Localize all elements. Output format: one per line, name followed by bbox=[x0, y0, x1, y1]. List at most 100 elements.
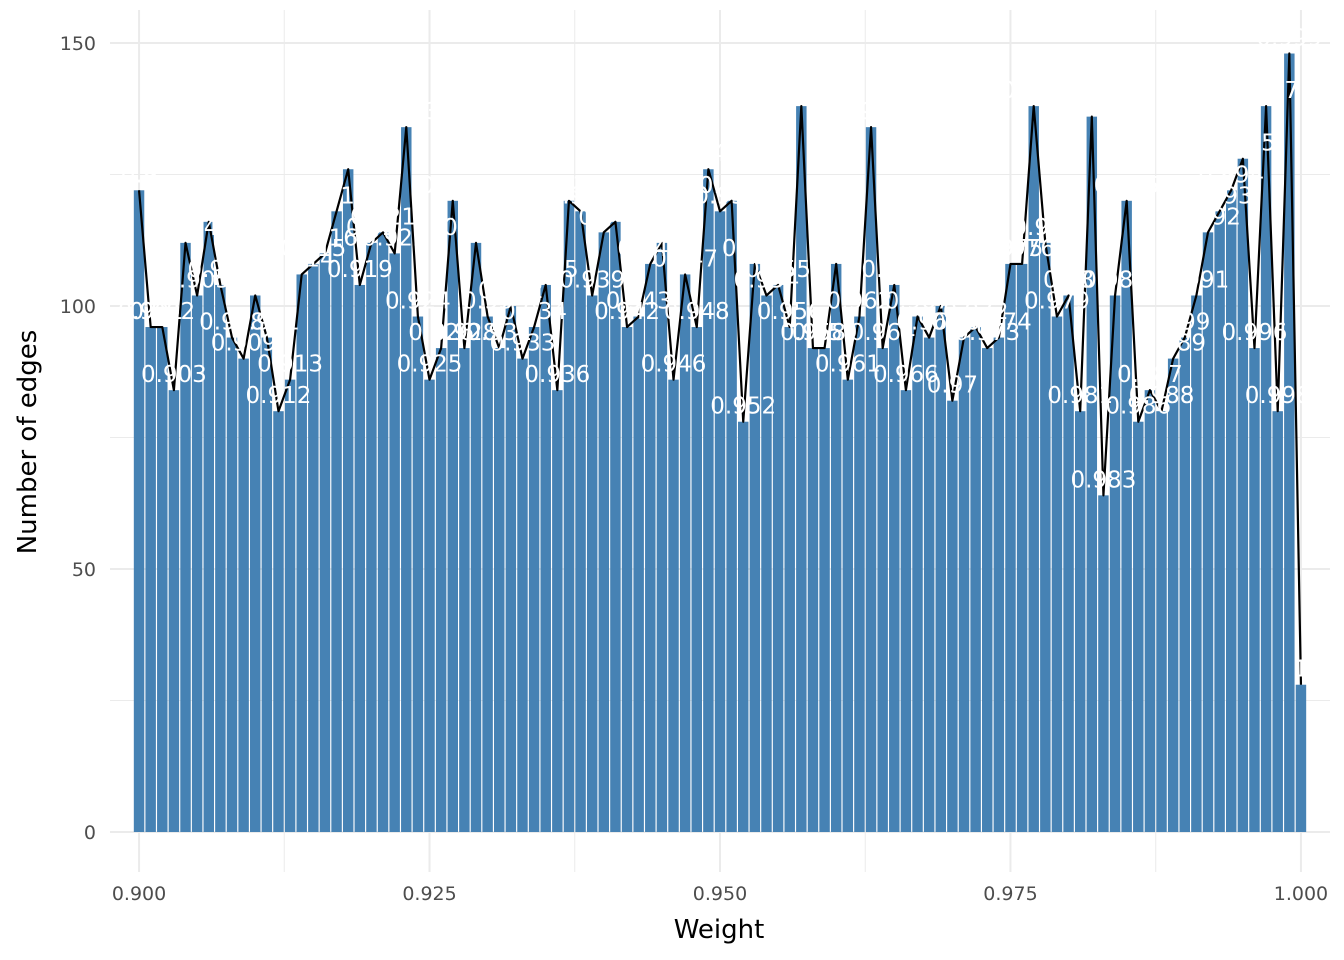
bar-weight-label: 0.94 bbox=[578, 204, 629, 230]
bar bbox=[1202, 232, 1214, 833]
bar bbox=[145, 327, 156, 832]
bar-weight-label: 0.981 bbox=[1047, 383, 1113, 409]
x-tick-label: 0.975 bbox=[983, 883, 1037, 905]
bar bbox=[284, 379, 296, 832]
bar bbox=[517, 358, 528, 832]
bar bbox=[563, 200, 575, 833]
bar bbox=[738, 421, 749, 832]
bar-weight-label: 0.991 bbox=[1163, 267, 1229, 293]
bar bbox=[238, 358, 249, 832]
bar bbox=[1260, 106, 1272, 833]
bar bbox=[1040, 242, 1051, 832]
x-tick-label: 0.925 bbox=[402, 883, 456, 905]
bar-weight-label: 0.974 bbox=[966, 310, 1032, 336]
bar-weight-label: 0.936 bbox=[524, 362, 590, 388]
bar-weight-label: 0.958 bbox=[780, 320, 846, 346]
bar-weight-label: 0.937 bbox=[536, 173, 602, 199]
bar bbox=[726, 200, 737, 833]
bar bbox=[621, 327, 633, 832]
bar-weight-label: 0.962 bbox=[826, 289, 892, 315]
bar-weight-label: 0.998 bbox=[1245, 383, 1311, 409]
bar bbox=[1109, 295, 1121, 833]
frequency-line-layer bbox=[137, 52, 1303, 685]
bar-weight-label: 0.907 bbox=[187, 257, 253, 283]
bar-weight-label: 0.967 bbox=[885, 289, 951, 315]
bar bbox=[401, 127, 412, 832]
bar-weight-label: 0.913 bbox=[257, 352, 323, 378]
bar-weight-label: 0.972 bbox=[943, 299, 1009, 325]
bar bbox=[319, 253, 331, 832]
bar bbox=[784, 327, 795, 832]
bar bbox=[668, 379, 679, 832]
bar bbox=[133, 190, 145, 832]
bar-weight-label: 0.993 bbox=[1187, 183, 1253, 209]
bar-weight-label: 0.93 bbox=[462, 289, 513, 315]
bar bbox=[970, 327, 981, 832]
bar-weight-label: 1 bbox=[1294, 657, 1309, 683]
bar-weight-label: 0.917 bbox=[304, 183, 370, 209]
bar-weight-label: 0.914 bbox=[269, 246, 335, 272]
bar-weight-label: 0.927 bbox=[420, 173, 486, 199]
bar-weight-label: 0.953 bbox=[722, 236, 788, 262]
bar-weight-label: 0.978 bbox=[1012, 215, 1078, 241]
bar bbox=[1016, 263, 1028, 832]
bar-weight-label: 0.943 bbox=[606, 289, 672, 315]
bar-weight-label: 0.965 bbox=[861, 257, 927, 283]
bar bbox=[377, 232, 389, 833]
bar-weight-label: 0.929 bbox=[443, 215, 509, 241]
bar bbox=[1063, 295, 1074, 833]
x-tick-label: 1.000 bbox=[1274, 883, 1328, 905]
bar-weight-label: 0.931 bbox=[466, 320, 532, 346]
bar bbox=[900, 390, 912, 832]
bar bbox=[1074, 411, 1086, 832]
bar bbox=[645, 263, 656, 832]
bar-weight-label: 0.984 bbox=[1082, 267, 1148, 293]
bar bbox=[261, 337, 273, 832]
bar bbox=[157, 327, 168, 832]
bar bbox=[552, 390, 563, 832]
bar bbox=[830, 263, 842, 832]
bar-weight-label: 0.945 bbox=[629, 215, 695, 241]
bar-weight-label: 0.992 bbox=[1175, 204, 1241, 230]
bar-value-labels: 0.90.9010.9020.9030.9040.9050.9060.9070.… bbox=[118, 26, 1323, 683]
bar bbox=[761, 295, 772, 833]
bar-weight-label: 0.995 bbox=[1210, 131, 1276, 157]
bar bbox=[482, 316, 493, 832]
bar-weight-label: 0.919 bbox=[327, 257, 393, 283]
bar-weight-label: 0.932 bbox=[478, 278, 544, 304]
bar-weight-label: 0.977 bbox=[1001, 78, 1067, 104]
x-tick-label: 0.900 bbox=[112, 883, 166, 905]
bar-weight-label: 0.975 bbox=[978, 236, 1044, 262]
bar-weight-label: 0.902 bbox=[129, 299, 195, 325]
bar-weight-label: 0.985 bbox=[1094, 173, 1160, 199]
bar bbox=[935, 306, 946, 832]
bar bbox=[273, 411, 284, 832]
bar-weight-label: 0.983 bbox=[1070, 467, 1136, 493]
bar bbox=[1121, 200, 1132, 833]
bar bbox=[656, 242, 668, 832]
bar bbox=[889, 284, 900, 833]
bar bbox=[912, 316, 923, 832]
y-tick-label: 100 bbox=[60, 296, 96, 318]
bar-weight-label: 0.921 bbox=[350, 204, 416, 230]
bar bbox=[435, 348, 447, 832]
bar-weight-label: 0.976 bbox=[989, 236, 1055, 262]
bar-weight-label: 0.946 bbox=[641, 352, 707, 378]
bar bbox=[598, 232, 610, 833]
bar bbox=[168, 390, 180, 832]
bar-weight-label: 0.935 bbox=[513, 257, 579, 283]
bar bbox=[1167, 358, 1179, 832]
bar bbox=[1191, 295, 1202, 833]
bar bbox=[1098, 495, 1109, 832]
bar bbox=[575, 211, 586, 832]
bar-weight-label: 0.944 bbox=[617, 236, 683, 262]
bar-weight-label: 0.934 bbox=[501, 299, 567, 325]
bar-weight-label: 0.926 bbox=[408, 320, 474, 346]
bar bbox=[610, 221, 621, 833]
bar bbox=[691, 327, 702, 832]
bar-weight-label: 0.908 bbox=[199, 310, 265, 336]
bar-weight-label: 0.928 bbox=[431, 320, 497, 346]
bar-weight-label: 0.966 bbox=[873, 362, 939, 388]
bar bbox=[1214, 211, 1225, 832]
bar bbox=[749, 263, 761, 832]
